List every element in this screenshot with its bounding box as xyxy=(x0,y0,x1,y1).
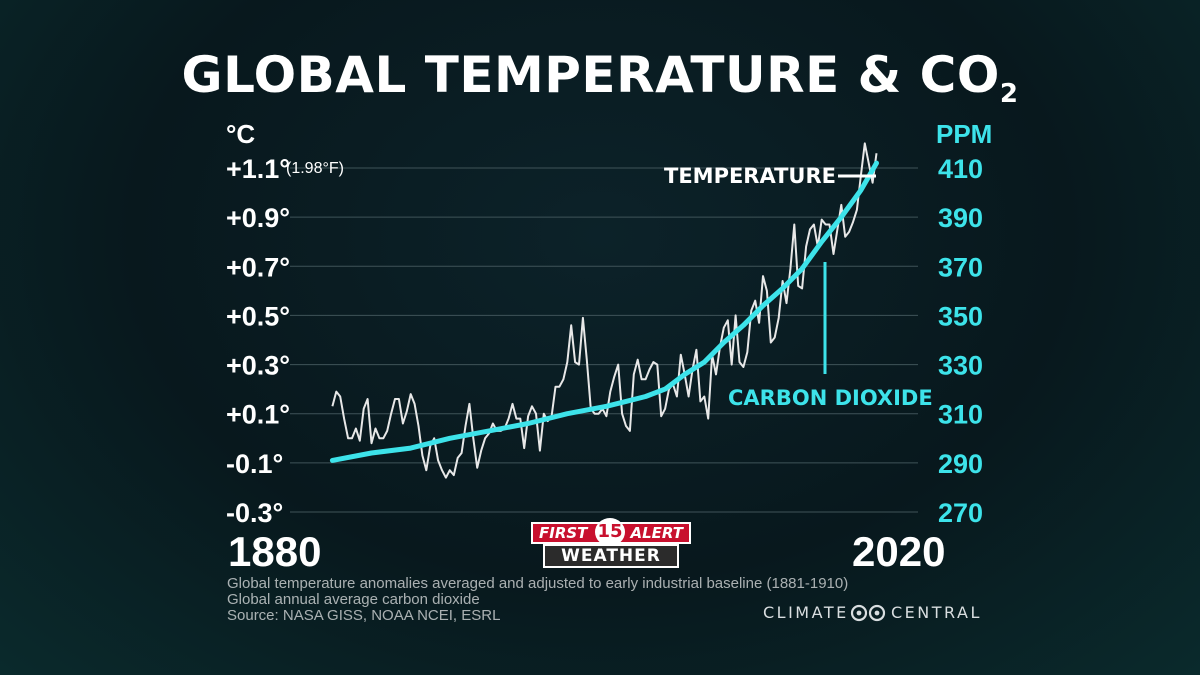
logo-channel-number: 15 xyxy=(595,518,625,546)
chart-title-subscript: 2 xyxy=(999,79,1019,109)
x-axis: 1880 2020 xyxy=(228,528,945,575)
footnote-line: Global temperature anomalies averaged an… xyxy=(227,575,848,592)
y-left-tick-label: -0.1° xyxy=(226,449,283,479)
x-tick-label: 1880 xyxy=(228,528,321,575)
y-right-tick-label: 350 xyxy=(938,301,983,331)
y-right-tick-label: 270 xyxy=(938,498,983,528)
y-left-unit: °C xyxy=(226,119,255,149)
temperature-series-line xyxy=(331,142,878,479)
carbon-dioxide-label: CARBON DIOXIDE xyxy=(728,386,933,410)
y-right-tick-label: 330 xyxy=(938,351,983,381)
y-right-tick-label: 410 xyxy=(938,154,983,184)
climate-central-infinity-icon xyxy=(850,604,886,622)
chart-title: GLOBAL TEMPERATURE & CO2 xyxy=(0,46,1200,109)
brand-central: CENTRAL xyxy=(891,603,982,622)
y-left-tick-label: +0.7° xyxy=(226,252,290,282)
brand-climate: CLIMATE xyxy=(763,603,849,622)
y-left-tick-label: +0.9° xyxy=(226,203,290,233)
y-right-unit: PPM xyxy=(936,119,992,149)
climate-central-brand: CLIMATE CENTRAL xyxy=(763,601,979,625)
carbon-dioxide-series-line xyxy=(329,160,879,463)
y-left-tick-label: +0.3° xyxy=(226,351,290,381)
y-left-tick-label: +0.5° xyxy=(226,301,290,331)
chart-title-main: GLOBAL TEMPERATURE & CO xyxy=(181,46,1000,104)
y-right-tick-label: 290 xyxy=(938,449,983,479)
footnote-line: Global annual average carbon dioxide xyxy=(227,591,480,608)
y-left-fahrenheit-note: (1.98°F) xyxy=(286,160,344,177)
logo-weather: WEATHER xyxy=(543,544,679,568)
temperature-label: TEMPERATURE xyxy=(664,164,836,188)
footnote-line: Source: NASA GISS, NOAA NCEI, ESRL xyxy=(227,607,500,624)
logo-alert: ALERT xyxy=(630,524,683,542)
first-alert-weather-logo: FIRST ALERT 15 WEATHER xyxy=(531,518,691,570)
y-right-tick-label: 310 xyxy=(938,400,983,430)
logo-first: FIRST xyxy=(539,524,588,542)
y-axis-right: 410 390 370 350 330 310 290 270 xyxy=(938,154,983,528)
y-axis-left: +1.1° +0.9° +0.7° +0.5° +0.3° +0.1° -0.1° -0.3° xyxy=(226,154,290,528)
x-tick-label: 2020 xyxy=(852,528,945,575)
y-right-tick-label: 390 xyxy=(938,203,983,233)
y-left-tick-label: +0.1° xyxy=(226,400,290,430)
footnotes: Global temperature anomalies averaged an… xyxy=(227,575,848,624)
chart-series xyxy=(329,142,879,479)
y-left-tick-label: +1.1° xyxy=(226,154,290,184)
y-right-tick-label: 370 xyxy=(938,252,983,282)
y-left-tick-label: -0.3° xyxy=(226,498,283,528)
